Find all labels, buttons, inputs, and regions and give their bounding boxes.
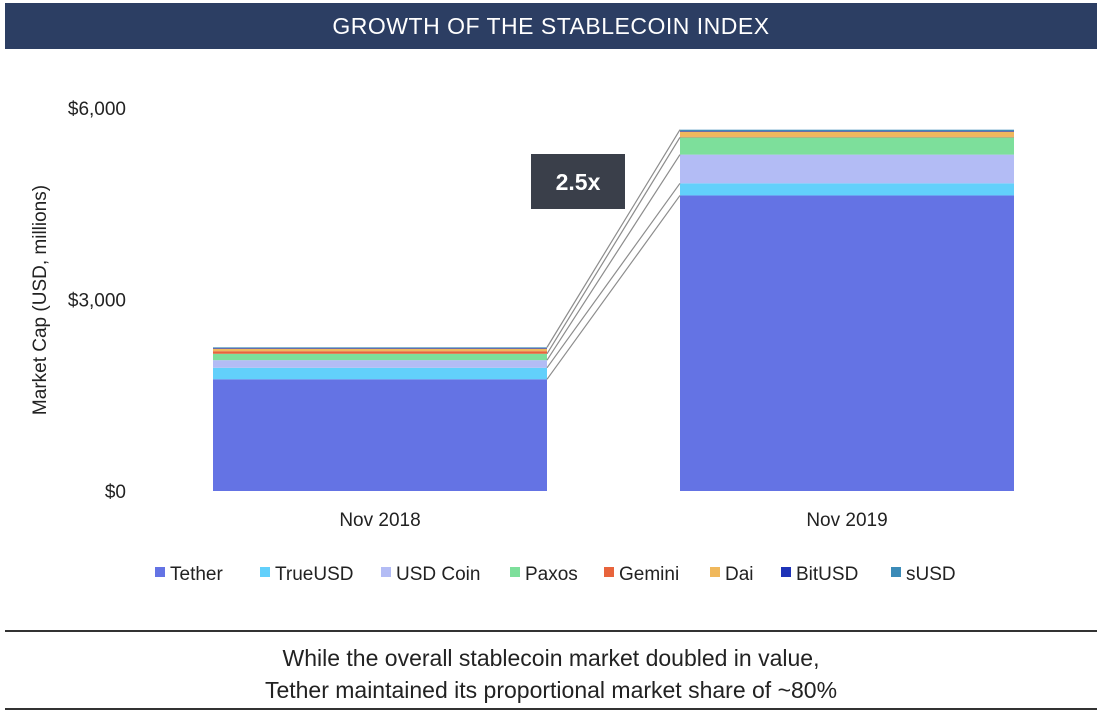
legend-swatch (891, 567, 901, 577)
y-tick-label: $3,000 (68, 291, 126, 312)
bar-segment-trueusd (213, 367, 547, 380)
bar-segment-bitusd (213, 348, 547, 349)
x-tick-label: Nov 2018 (339, 510, 420, 531)
bar-segment-tether (213, 379, 547, 491)
bar-segment-tether (680, 195, 1014, 491)
legend-label: USD Coin (396, 564, 480, 585)
growth-annotation-label: 2.5x (556, 169, 601, 195)
bar-segment-gemini (680, 136, 1014, 138)
growth-connector-line (546, 137, 681, 355)
legend-label: Gemini (619, 564, 679, 585)
chart-title: GROWTH OF THE STABLECOIN INDEX (332, 12, 770, 39)
y-tick-label: $6,000 (68, 99, 126, 120)
legend-swatch (381, 567, 391, 577)
caption-line-2: Tether maintained its proportional marke… (264, 677, 838, 703)
bar-segment-gemini (213, 351, 547, 354)
bar-segment-bitusd (680, 130, 1014, 132)
legend-label: BitUSD (796, 564, 858, 585)
caption: While the overall stablecoin market doub… (5, 642, 1097, 706)
y-axis-label: Market Cap (USD, millions) (30, 185, 51, 415)
legend-label: Dai (725, 564, 754, 585)
bar-segment-paxos (213, 353, 547, 361)
legend-swatch (710, 567, 720, 577)
bar-segment-dai (213, 348, 547, 352)
legend-swatch (604, 567, 614, 577)
growth-connector-line (546, 129, 681, 348)
legend-swatch (781, 567, 791, 577)
legend-label: Paxos (525, 564, 578, 585)
growth-annotation-box (531, 154, 625, 209)
chart-title-banner: GROWTH OF THE STABLECOIN INDEX (5, 3, 1097, 49)
legend-swatch (510, 567, 520, 577)
bar-segment-dai (680, 131, 1014, 137)
caption-line-1: While the overall stablecoin market doub… (282, 645, 820, 671)
legend-label: Tether (170, 564, 223, 585)
stacked-bar-chart: $0 $3,000 $6,000 Market Cap (USD, millions)… (30, 99, 1014, 585)
legend-label: TrueUSD (275, 564, 353, 585)
legend-swatch (260, 567, 270, 577)
bar-segment-susd (213, 347, 547, 349)
bar-segment-trueusd (680, 183, 1014, 196)
caption-top-rule (5, 630, 1097, 632)
bar-segment-paxos (680, 137, 1014, 155)
growth-connector-line (546, 182, 681, 369)
y-tick-label: $0 (105, 482, 126, 503)
x-tick-label: Nov 2019 (806, 510, 887, 531)
caption-bottom-rule (5, 708, 1097, 710)
legend-label: sUSD (906, 564, 956, 585)
bar-segment-susd (680, 129, 1014, 131)
legend-swatch (155, 567, 165, 577)
bar-segment-usd-coin (680, 154, 1014, 184)
growth-connector-line (546, 195, 681, 380)
bar-segment-usd-coin (213, 360, 547, 368)
growth-connector-line (546, 154, 681, 361)
